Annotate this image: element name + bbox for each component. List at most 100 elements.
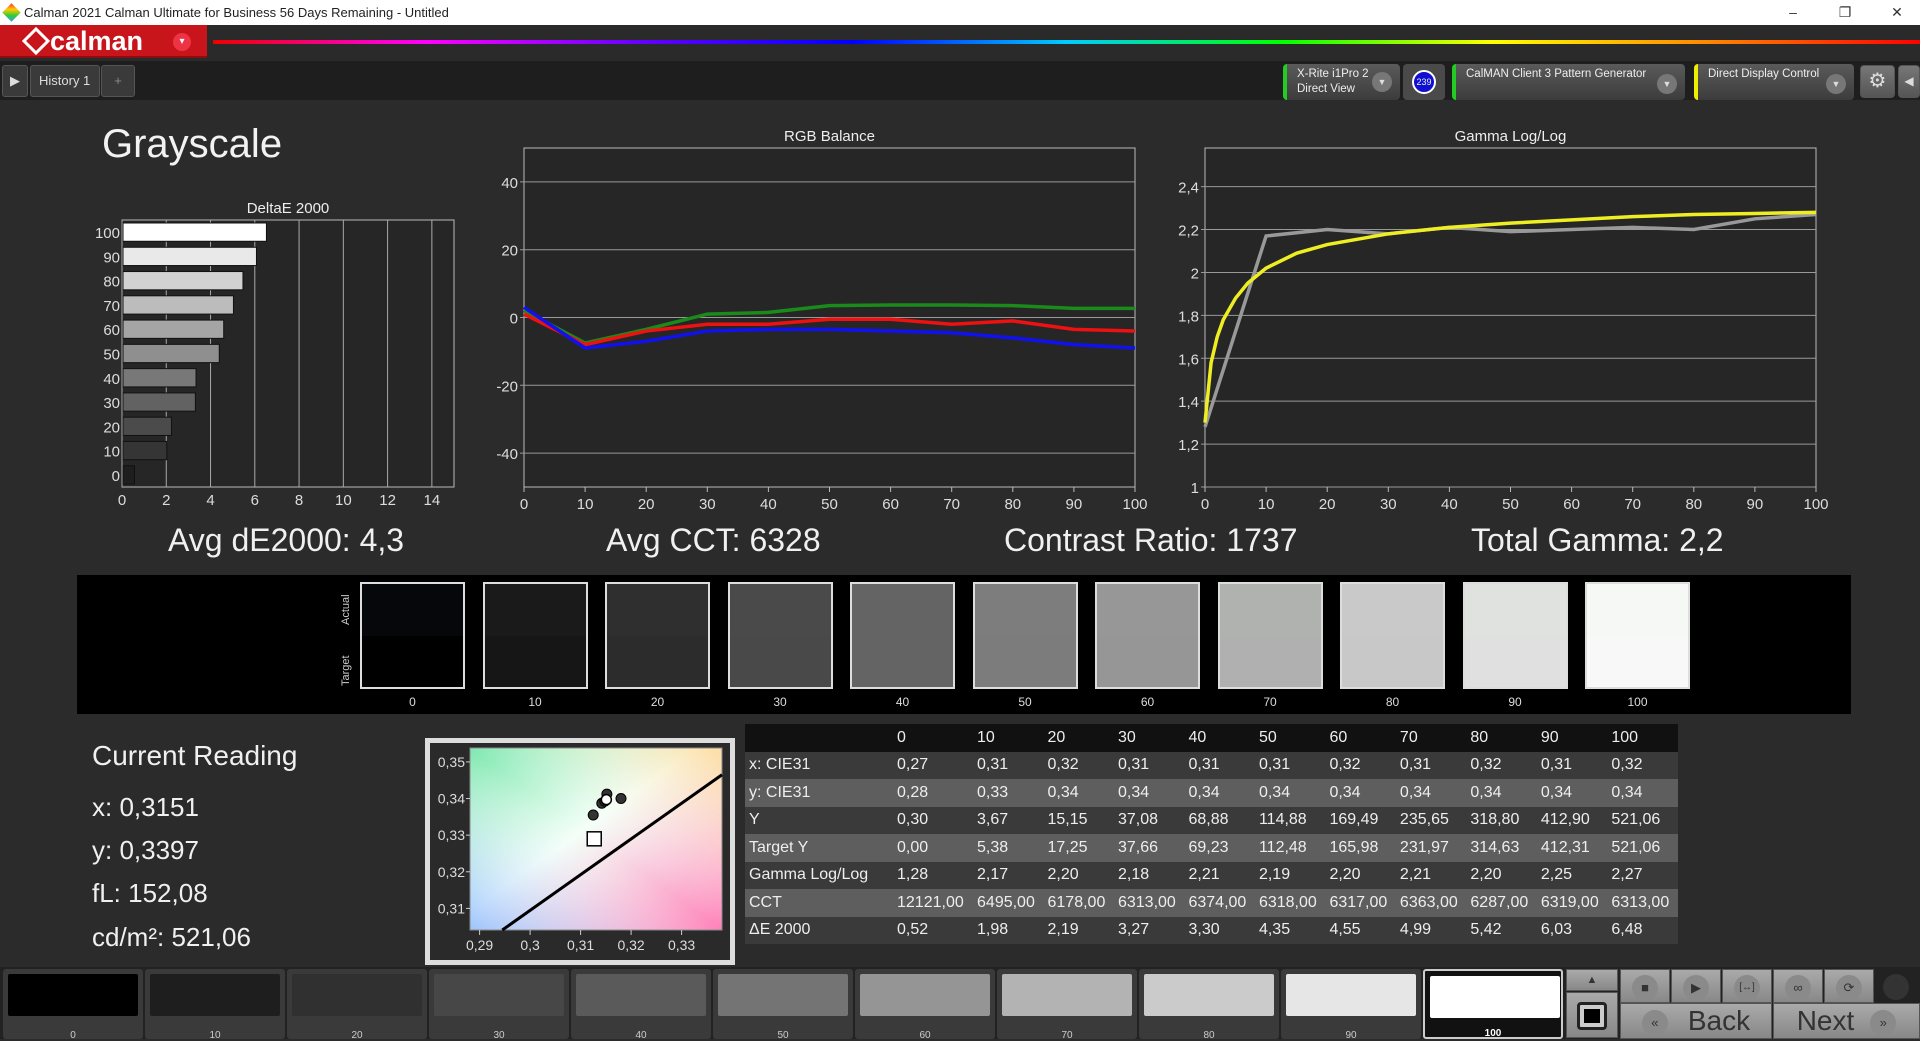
restore-button[interactable]: ❐ — [1838, 4, 1852, 20]
pattern-button-90[interactable]: 90 — [1281, 969, 1421, 1041]
chevron-down-icon[interactable]: ▼ — [1657, 74, 1677, 94]
minimize-button[interactable]: – — [1789, 4, 1797, 20]
pattern-button-30[interactable]: 30 — [429, 969, 569, 1041]
table-cell: 1,98 — [973, 916, 1044, 944]
actual-half — [1464, 584, 1566, 636]
table-cell: 1,28 — [893, 861, 974, 889]
stop-button[interactable]: ■ — [1620, 969, 1670, 1003]
table-cell: 0,33 — [973, 779, 1044, 807]
chevron-down-icon[interactable]: ▾ — [173, 33, 191, 51]
next-button[interactable]: Next » — [1773, 1003, 1920, 1039]
actual-half — [607, 584, 708, 636]
table-cell: 2,18 — [1113, 861, 1185, 889]
meter-selector[interactable]: X-Rite i1Pro 2 Direct View ▼ — [1283, 64, 1400, 100]
pattern-button-100[interactable]: 100 — [1423, 969, 1563, 1039]
x-tick-label: 60 — [1563, 496, 1580, 513]
swatch-60[interactable] — [1095, 582, 1200, 689]
column-header: 30 — [1113, 724, 1185, 752]
pattern-button-20[interactable]: 20 — [287, 969, 427, 1041]
x-tick-label: 10 — [335, 492, 352, 509]
avg-de-readout: Avg dE2000: 4,3 — [168, 522, 405, 558]
y-tick-label: 10 — [103, 444, 120, 461]
rgb-balance-chart: 40 20 0 -20 -40 0 10 20 30 40 50 60 70 80 90 100 — [496, 147, 1148, 513]
swatch-90[interactable] — [1462, 582, 1568, 689]
table-cell: 0,52 — [893, 916, 974, 944]
actual-label: Actual — [340, 594, 352, 625]
table-cell: 169,49 — [1325, 806, 1396, 834]
table-cell: 6,48 — [1607, 916, 1678, 944]
y-tick-label: 2,4 — [1178, 180, 1199, 197]
swatch-label: 30 — [773, 695, 787, 709]
table-cell: 6317,00 — [1325, 889, 1396, 917]
pattern-button-40[interactable]: 40 — [571, 969, 711, 1041]
add-tab-button[interactable]: + — [101, 65, 135, 97]
loop-icon: ∞ — [1785, 975, 1811, 1001]
swatch-100[interactable] — [1585, 582, 1690, 689]
play-workflow-button[interactable]: ▶ — [2, 65, 28, 97]
bar — [122, 343, 220, 364]
fit-button[interactable]: [↔] — [1722, 969, 1772, 1003]
table-cell: 0,31 — [1254, 751, 1326, 779]
table-cell: 6318,00 — [1254, 889, 1326, 917]
swatch-10[interactable] — [482, 582, 588, 689]
play-icon: ▶ — [1683, 975, 1709, 1001]
y-tick-label: 0,33 — [438, 827, 465, 843]
pattern-button-10[interactable]: 10 — [145, 969, 285, 1041]
pattern-label: 0 — [70, 1030, 76, 1041]
pattern-button-0[interactable]: 0 — [3, 969, 143, 1041]
table-cell: 521,06 — [1607, 806, 1678, 834]
pattern-color — [1430, 976, 1560, 1018]
y-tick-label: 80 — [103, 274, 120, 291]
target-half — [974, 635, 1076, 687]
target-half — [1342, 635, 1443, 687]
x-tick-label: 0,29 — [466, 937, 493, 953]
table-cell: 4,35 — [1254, 916, 1326, 944]
pattern-color — [150, 974, 280, 1016]
refresh-button[interactable]: ⟳ — [1824, 969, 1874, 1003]
swatch-20[interactable] — [605, 582, 710, 689]
column-header: 80 — [1466, 724, 1537, 752]
close-button[interactable]: ✕ — [1891, 4, 1903, 20]
play-button[interactable]: ▶ — [1671, 969, 1721, 1003]
table-cell: 37,08 — [1113, 806, 1185, 834]
table-cell: 2,27 — [1607, 861, 1678, 889]
tab-history-1[interactable]: History 1 — [30, 65, 100, 97]
calman-menu-button[interactable]: calman ▾ — [0, 25, 207, 58]
x-tick-label: 70 — [1624, 496, 1641, 513]
target-white-point — [586, 831, 602, 847]
display-control-selector[interactable]: Direct Display Control ▼ — [1694, 64, 1854, 100]
swatch-80[interactable] — [1340, 582, 1445, 689]
table-cell: 0,34 — [1466, 779, 1537, 807]
target-half — [1464, 635, 1566, 687]
pattern-color — [292, 974, 422, 1016]
pattern-color — [860, 974, 990, 1016]
chevron-down-icon[interactable]: ▼ — [1372, 72, 1392, 92]
table-row: Y 0,30 3,67 15,15 37,08 68,88 114,88 169,49 235,… — [745, 806, 1678, 834]
stop-pattern-button[interactable] — [1566, 992, 1618, 1038]
scroll-up-button[interactable]: ▲ — [1566, 969, 1618, 991]
swatch-0[interactable] — [360, 582, 465, 689]
swatch-40[interactable] — [850, 582, 955, 689]
chevron-down-icon[interactable]: ▼ — [1826, 74, 1846, 94]
collapse-panel-icon[interactable]: ◀ — [1898, 65, 1920, 98]
table-cell: 2,19 — [1043, 916, 1114, 944]
pattern-button-60[interactable]: 60 — [855, 969, 995, 1041]
pattern-button-70[interactable]: 70 — [997, 969, 1137, 1041]
swatch-70[interactable] — [1217, 582, 1323, 689]
swatch-50[interactable] — [972, 582, 1078, 689]
table-cell: 0,31 — [973, 751, 1044, 779]
back-button[interactable]: « Back — [1620, 1003, 1772, 1039]
loop-button[interactable]: ∞ — [1773, 969, 1823, 1003]
title-bar: Calman 2021 Calman Ultimate for Business… — [0, 0, 1920, 25]
meter-count-badge[interactable]: 239 — [1412, 70, 1436, 94]
column-header: 40 — [1184, 724, 1255, 752]
pattern-button-80[interactable]: 80 — [1139, 969, 1279, 1041]
swatch-30[interactable] — [727, 582, 833, 689]
x-tick-label: 30 — [699, 496, 716, 513]
reading-fl: fL: 152,08 — [92, 878, 208, 908]
table-cell: 0,00 — [893, 834, 974, 862]
settings-gear-icon[interactable]: ⚙ — [1860, 65, 1895, 98]
pattern-generator-selector[interactable]: CalMAN Client 3 Pattern Generator ▼ — [1452, 64, 1685, 100]
pattern-button-50[interactable]: 50 — [713, 969, 853, 1041]
pattern-color — [1002, 974, 1132, 1016]
